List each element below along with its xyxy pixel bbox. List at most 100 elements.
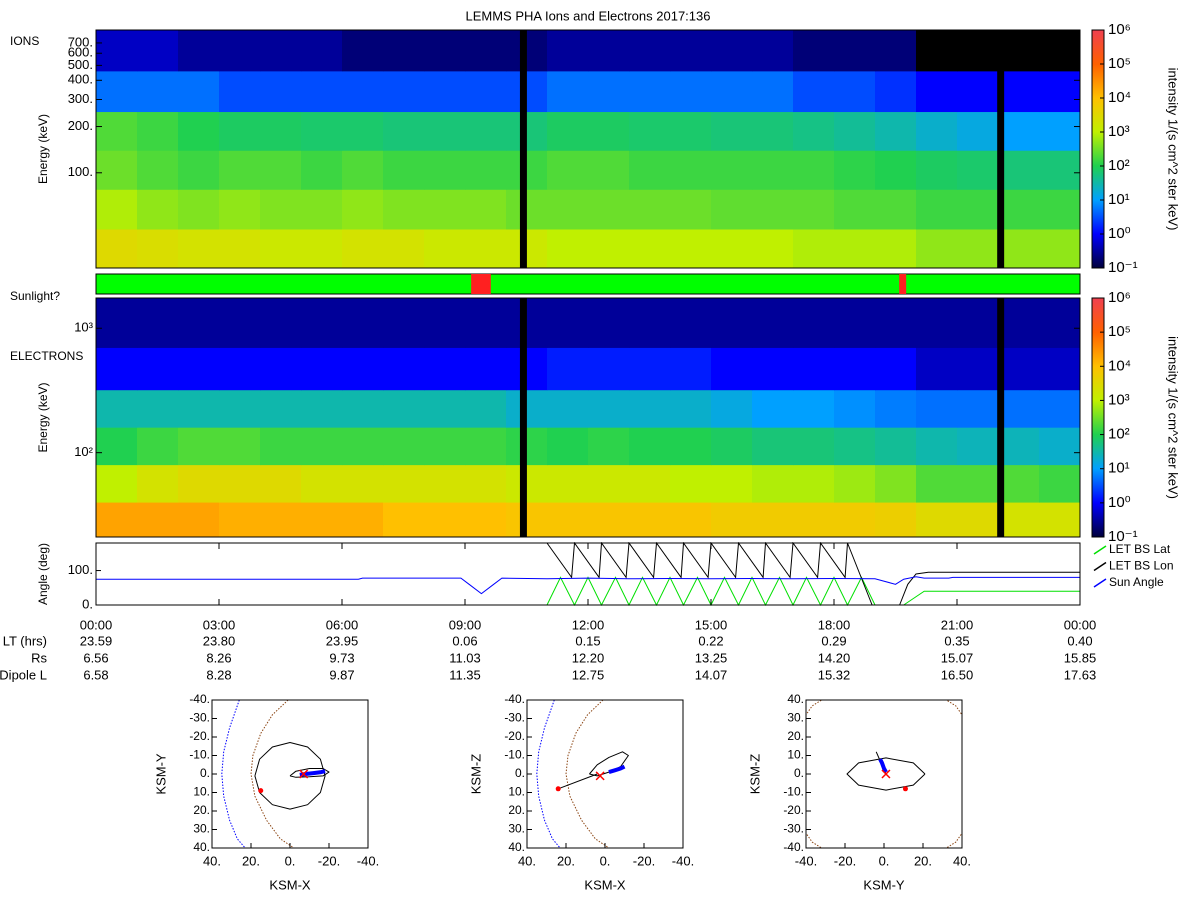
y-tick-label: 400. [68, 72, 93, 87]
legend-swatch [1093, 578, 1107, 588]
spectrogram-cell [137, 389, 179, 428]
spectrogram-cell [752, 229, 794, 268]
colorbar-label: intensity 1/(s cm^2 ster keV) [1166, 336, 1181, 499]
spectrogram-cell [711, 189, 753, 230]
status-segment [471, 274, 491, 294]
spectrogram-cell [342, 189, 384, 230]
y-tick-label: -20. [783, 803, 804, 817]
x-tick-label: 00:00 [1064, 617, 1097, 632]
spectrogram-cell [383, 464, 425, 503]
spectrogram-cell [301, 229, 343, 268]
spectrogram-cell [998, 150, 1040, 190]
spectrogram-cell [178, 189, 220, 230]
x-tick-label: 03:00 [203, 617, 236, 632]
ephemeris-value: 0.15 [575, 633, 600, 648]
y-tick-label: 200. [68, 118, 93, 133]
spectrogram-cell [219, 111, 261, 151]
spectrogram-cell [342, 347, 384, 391]
spectrogram-cell [711, 30, 753, 72]
spectrogram-cell [465, 189, 507, 230]
spectrogram-cell [957, 298, 999, 348]
spectrogram-cell [916, 464, 958, 503]
spectrogram-cell [260, 427, 302, 466]
y-tick-label: -40. [783, 840, 804, 854]
spectrogram-cell [752, 427, 794, 466]
orbit-point [555, 786, 561, 792]
spectrogram-cell [834, 150, 876, 190]
spectrogram-cell [916, 229, 958, 268]
legend-swatch [1093, 561, 1107, 572]
data-gap [997, 298, 1005, 537]
orbit-line [221, 700, 246, 848]
spectrogram-cell [178, 502, 220, 537]
x-tick-label: 20. [242, 853, 260, 868]
spectrogram-cell [424, 427, 466, 466]
spectrogram-cell [629, 427, 671, 466]
spectrogram-cell [629, 464, 671, 503]
spectrogram-cell [875, 389, 917, 428]
spectrogram-cell [670, 298, 712, 348]
spectrogram-cell [916, 389, 958, 428]
colorbar-tick-label: 10⁴ [1108, 357, 1131, 374]
ephemeris-value: 15.07 [941, 650, 974, 665]
colorbar-tick-label: 10² [1108, 157, 1130, 174]
spectrogram-cell [465, 502, 507, 537]
orbit-line [536, 700, 561, 848]
spectrogram-cell [260, 464, 302, 503]
plot-area [806, 700, 962, 848]
ephemeris-value: 15.32 [818, 667, 851, 682]
spectrogram-cell [670, 502, 712, 537]
spectrogram-cell [793, 464, 835, 503]
ephemeris-value: 6.56 [83, 650, 108, 665]
ephemeris-value: 0.40 [1067, 633, 1092, 648]
planet-marker [299, 769, 309, 779]
spectrogram-cell [670, 70, 712, 113]
y-tick-label: -30. [189, 711, 210, 725]
plot-area [536, 700, 629, 848]
spectrogram-cell [424, 298, 466, 348]
spectrogram-cell [219, 70, 261, 113]
ephemeris-value: 8.28 [206, 667, 231, 682]
ephemeris-value: 12.75 [572, 667, 605, 682]
spectrogram-cell [383, 70, 425, 113]
plot-background [96, 543, 1080, 605]
spectrogram-cell [424, 150, 466, 190]
spectrogram-cell [711, 111, 753, 151]
x-tick-label: 15:00 [695, 617, 728, 632]
y-tick-label: 0. [794, 766, 804, 780]
spectrogram-cell [998, 189, 1040, 230]
y-axis-label: Energy (keV) [36, 114, 50, 184]
spectrogram-cell [260, 502, 302, 537]
spectrogram-cell [834, 464, 876, 503]
spectrogram-cell [137, 229, 179, 268]
spectrogram-cell [957, 427, 999, 466]
spectrogram-cell [260, 30, 302, 72]
plot-background [212, 700, 368, 848]
y-tick-label: 500. [68, 57, 93, 72]
x-axis-label: KSM-X [584, 877, 626, 892]
spectrogram-cell [752, 70, 794, 113]
x-tick-label: 20. [914, 853, 932, 868]
spectrogram-cell [342, 389, 384, 428]
spectrogram-cell [670, 427, 712, 466]
spectrogram-cell [588, 70, 630, 113]
spectrogram-cell [219, 150, 261, 190]
spectrogram-cell [588, 30, 630, 72]
spectrogram-cell [424, 347, 466, 391]
spectrogram-cell [301, 111, 343, 151]
spectrogram-cell [793, 502, 835, 537]
spectrogram-cell [178, 427, 220, 466]
spectrogram-cell [547, 347, 589, 391]
spectrogram-cell [875, 298, 917, 348]
ephemeris-label: LT (hrs) [3, 633, 47, 648]
spectrogram-cell [834, 229, 876, 268]
spectrogram-cell [998, 347, 1040, 391]
spectrogram-cell [96, 389, 138, 428]
spectrogram-cell [465, 427, 507, 466]
spectrogram-cell [629, 111, 671, 151]
x-tick-label: 40. [953, 853, 971, 868]
spectrogram-cell [629, 347, 671, 391]
spectrogram-cell [260, 150, 302, 190]
plot-area [221, 700, 330, 848]
